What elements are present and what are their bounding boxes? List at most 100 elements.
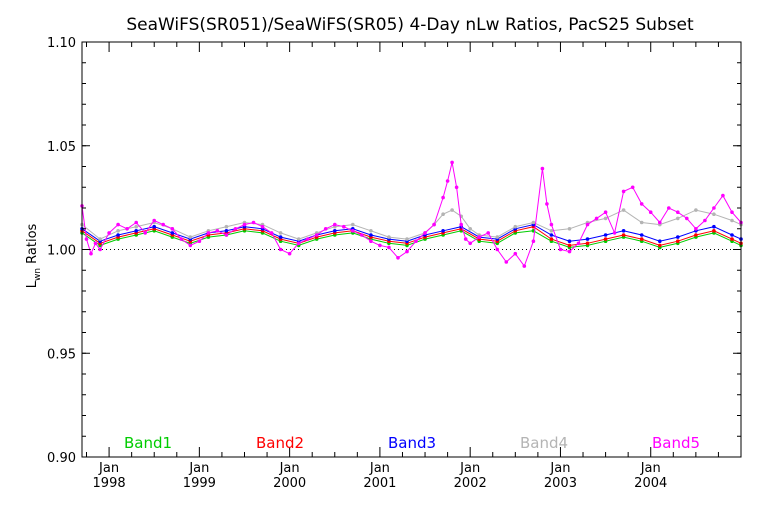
- series-Band3: [80, 222, 743, 243]
- data-point: [206, 231, 211, 235]
- data-point: [454, 185, 459, 190]
- data-point: [98, 247, 102, 252]
- data-point: [712, 212, 716, 216]
- data-point: [134, 220, 138, 225]
- data-point: [143, 231, 147, 235]
- data-point: [721, 193, 725, 198]
- data-point: [495, 247, 500, 252]
- data-point: [314, 233, 319, 237]
- data-point: [432, 222, 436, 227]
- data-point: [369, 239, 373, 243]
- data-point: [278, 235, 283, 239]
- data-point: [676, 239, 680, 243]
- data-point: [170, 227, 175, 231]
- data-point: [107, 231, 111, 235]
- data-point: [658, 243, 662, 248]
- data-point: [667, 206, 671, 210]
- data-point: [730, 237, 734, 241]
- data-point: [549, 237, 554, 241]
- data-point: [278, 247, 283, 252]
- data-point: [125, 227, 129, 231]
- y-axis-label-sub: wn: [33, 268, 43, 281]
- data-point: [441, 212, 445, 216]
- data-point: [98, 237, 102, 241]
- data-point: [658, 220, 662, 225]
- data-point: [694, 227, 698, 231]
- series-Band5: [80, 160, 743, 268]
- data-point: [658, 239, 662, 243]
- x-tick-month: Jan: [369, 461, 390, 476]
- data-point: [296, 241, 301, 246]
- data-point: [540, 166, 545, 171]
- data-point: [549, 229, 554, 233]
- data-point: [639, 202, 644, 206]
- data-point: [603, 237, 608, 241]
- data-point: [333, 229, 337, 233]
- data-point: [134, 229, 138, 233]
- data-point: [639, 220, 644, 225]
- data-point: [116, 222, 120, 227]
- data-point: [603, 216, 608, 221]
- data-point: [242, 222, 247, 227]
- data-point: [152, 218, 156, 223]
- data-point: [170, 231, 175, 235]
- data-point: [694, 208, 698, 212]
- legend: Band1 Band2 Band3 Band4 Band5: [124, 434, 700, 452]
- axis-layer: 0.900.951.001.051.10Jan1998Jan1999Jan200…: [47, 36, 741, 491]
- data-point: [134, 224, 138, 229]
- data-point: [495, 235, 500, 239]
- data-point: [477, 235, 482, 239]
- data-point: [296, 237, 301, 241]
- data-point: [93, 241, 98, 246]
- data-point: [567, 239, 572, 243]
- data-point: [567, 243, 572, 248]
- x-tick-month: Jan: [640, 461, 661, 476]
- data-point: [323, 227, 328, 231]
- chart-title: SeaWiFS(SR051)/SeaWiFS(SR05) 4-Day nLw R…: [126, 15, 694, 35]
- data-point: [685, 216, 689, 221]
- data-point: [215, 229, 220, 233]
- data-point: [224, 229, 229, 233]
- data-point: [179, 237, 184, 241]
- data-point: [287, 251, 292, 256]
- series-layer: [80, 160, 743, 268]
- x-tick-month: Jan: [549, 461, 570, 476]
- data-point: [342, 224, 346, 229]
- data-point: [567, 227, 572, 231]
- x-tick-year: 2002: [454, 476, 487, 491]
- data-point: [558, 247, 563, 252]
- data-point: [513, 224, 518, 229]
- legend-entry: Band3: [388, 434, 436, 452]
- x-tick-year: 2003: [544, 476, 577, 491]
- data-point: [188, 235, 193, 239]
- data-point: [621, 208, 626, 212]
- data-point: [549, 233, 554, 237]
- y-tick-label: 1.05: [47, 140, 76, 155]
- data-point: [730, 210, 734, 214]
- data-point: [585, 237, 590, 241]
- data-point: [621, 229, 626, 233]
- data-point: [513, 251, 518, 256]
- series-line: [81, 224, 742, 242]
- x-tick-year: 2001: [363, 476, 396, 491]
- data-point: [621, 233, 626, 237]
- data-point: [545, 202, 549, 206]
- data-point: [712, 224, 716, 229]
- data-point: [224, 224, 229, 229]
- data-point: [522, 264, 527, 268]
- data-point: [84, 237, 89, 241]
- y-tick-label: 1.00: [47, 244, 76, 259]
- data-point: [730, 218, 734, 223]
- data-point: [531, 220, 536, 225]
- data-point: [694, 233, 698, 237]
- legend-entry: Band4: [520, 434, 568, 452]
- data-point: [305, 237, 310, 241]
- data-point: [396, 255, 400, 260]
- data-point: [450, 160, 454, 165]
- data-point: [197, 239, 202, 243]
- x-tick-year: 1998: [93, 476, 126, 491]
- legend-entry: Band2: [256, 434, 304, 452]
- data-point: [712, 206, 716, 210]
- data-point: [468, 241, 473, 246]
